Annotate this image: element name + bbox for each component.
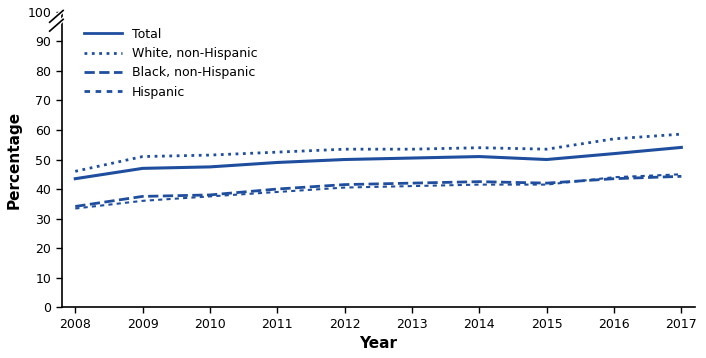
Hispanic — [677, 172, 686, 176]
Total — [475, 154, 484, 159]
White, non-Hispanic — [677, 132, 686, 136]
Total — [408, 156, 417, 160]
Line: Hispanic: Hispanic — [76, 174, 681, 208]
White, non-Hispanic — [205, 153, 214, 157]
White, non-Hispanic — [542, 147, 551, 151]
Black, non-Hispanic — [542, 181, 551, 185]
Total — [273, 160, 282, 165]
White, non-Hispanic — [71, 169, 80, 174]
Total — [542, 158, 551, 162]
Black, non-Hispanic — [340, 183, 349, 187]
Hispanic — [71, 206, 80, 211]
Hispanic — [610, 175, 618, 179]
Total — [138, 166, 147, 170]
Hispanic — [205, 194, 214, 199]
Line: White, non-Hispanic: White, non-Hispanic — [76, 134, 681, 171]
Black, non-Hispanic — [273, 187, 282, 191]
Hispanic — [273, 190, 282, 194]
Total — [340, 158, 349, 162]
Black, non-Hispanic — [475, 179, 484, 184]
Line: Total: Total — [76, 147, 681, 179]
Hispanic — [408, 184, 417, 188]
Black, non-Hispanic — [677, 174, 686, 179]
Total — [610, 151, 618, 156]
Hispanic — [542, 183, 551, 187]
Black, non-Hispanic — [610, 176, 618, 181]
Black, non-Hispanic — [138, 194, 147, 199]
White, non-Hispanic — [475, 146, 484, 150]
Total — [677, 145, 686, 150]
Line: Black, non-Hispanic: Black, non-Hispanic — [76, 176, 681, 207]
Hispanic — [138, 199, 147, 203]
Hispanic — [475, 183, 484, 187]
Legend: Total, White, non-Hispanic, Black, non-Hispanic, Hispanic: Total, White, non-Hispanic, Black, non-H… — [80, 24, 261, 102]
White, non-Hispanic — [273, 150, 282, 154]
Y-axis label: Percentage: Percentage — [7, 111, 22, 209]
Total — [71, 176, 80, 181]
White, non-Hispanic — [408, 147, 417, 151]
Black, non-Hispanic — [205, 193, 214, 197]
White, non-Hispanic — [138, 154, 147, 159]
Black, non-Hispanic — [408, 181, 417, 185]
White, non-Hispanic — [340, 147, 349, 151]
Total — [205, 165, 214, 169]
White, non-Hispanic — [610, 137, 618, 141]
Black, non-Hispanic — [71, 204, 80, 209]
Hispanic — [340, 185, 349, 190]
X-axis label: Year: Year — [359, 336, 397, 351]
